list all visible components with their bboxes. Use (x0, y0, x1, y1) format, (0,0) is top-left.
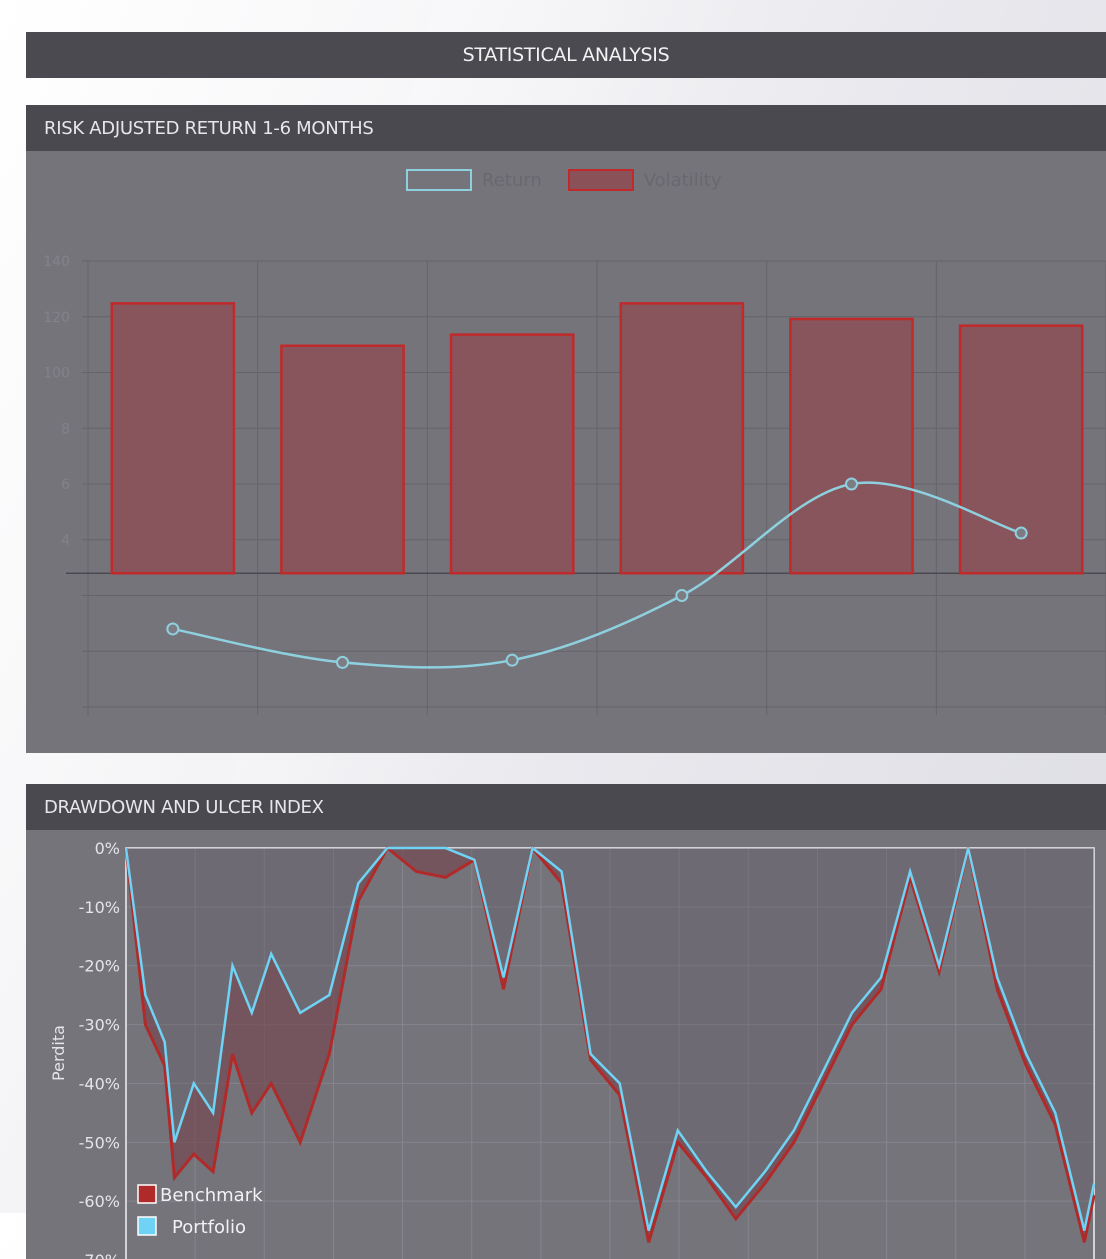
return-point (336, 655, 349, 669)
risk-y-tick-label: 4 (61, 533, 70, 549)
risk-return-panel-title: RISK ADJUSTED RETURN 1-6 MONTHS (44, 117, 374, 139)
drawdown-y-axis-title: Perdita (49, 1025, 68, 1081)
volatility-bar (619, 302, 745, 575)
legend-label-return: Return (482, 169, 542, 191)
page-title-bar: STATISTICAL ANALYSIS (26, 32, 1106, 78)
risk-return-chart: 140 120 100 8 6 4 (43, 254, 1106, 715)
drawdown-y-tick-label: -50% (79, 1133, 120, 1152)
legend-swatch-volatility[interactable] (567, 169, 634, 191)
drawdown-plot-border (125, 847, 1095, 1259)
legend-swatch-portfolio (137, 1216, 157, 1236)
drawdown-panel: DRAWDOWN AND ULCER INDEX 0% -10% -20% -30% -… (26, 784, 1106, 1259)
return-point (845, 477, 858, 491)
risk-y-tick-label: 8 (61, 421, 70, 437)
portfolio-line (124, 845, 1096, 1231)
risk-gridlines (82, 260, 1106, 715)
drawdown-area (126, 848, 1094, 1243)
return-point (675, 589, 689, 602)
drawdown-panel-title: DRAWDOWN AND ULCER INDEX (44, 796, 324, 818)
page-title: STATISTICAL ANALYSIS (462, 44, 670, 66)
return-line (172, 481, 1022, 669)
return-point (505, 653, 519, 667)
risk-y-tick-label: 120 (43, 310, 70, 326)
legend-swatch-benchmark (137, 1184, 157, 1204)
drawdown-gap-area (126, 848, 1094, 1243)
risk-y-tick-label: 6 (61, 477, 70, 493)
drawdown-y-tick-label: -20% (79, 957, 120, 976)
drawdown-y-tick-label: -70% (79, 1251, 120, 1259)
drawdown-chart: 0% -10% -20% -30% -40% -50% -60% -70% Perdita Ben… (49, 839, 1096, 1259)
benchmark-line (124, 844, 1096, 1243)
drawdown-y-tick-label: -60% (79, 1192, 120, 1211)
drawdown-y-tick-label: -40% (79, 1074, 120, 1093)
legend-label-benchmark: Benchmark (160, 1185, 263, 1206)
legend-label-volatility: Volatility (643, 169, 722, 191)
return-point (1014, 526, 1028, 540)
return-point (166, 622, 180, 636)
volatility-bar (789, 317, 914, 575)
legend-label-portfolio: Portfolio (172, 1217, 246, 1238)
volatility-bar (110, 302, 236, 575)
risk-y-tick-label: 140 (43, 254, 70, 270)
risk-return-panel-header: RISK ADJUSTED RETURN 1-6 MONTHS (26, 105, 1106, 151)
legend-swatch-return[interactable] (406, 169, 472, 191)
volatility-bar (280, 344, 405, 575)
volatility-bar (449, 333, 575, 575)
drawdown-panel-header: DRAWDOWN AND ULCER INDEX (26, 784, 1106, 830)
risk-y-tick-label: 100 (43, 366, 70, 382)
risk-return-legend: Return Volatility (406, 169, 721, 191)
drawdown-chart-area: 0% -10% -20% -30% -40% -50% -60% -70% Perdita Ben… (26, 830, 1106, 1259)
risk-return-panel: RISK ADJUSTED RETURN 1-6 MONTHS 140 120 10… (26, 105, 1106, 753)
risk-return-chart-area: 140 120 100 8 6 4 Return Volatility (26, 151, 1106, 753)
drawdown-y-tick-label: -30% (79, 1016, 120, 1035)
drawdown-legend: Benchmark Portfolio (137, 1184, 263, 1238)
drawdown-y-tick-label: 0% (95, 839, 120, 858)
drawdown-y-tick-label: -10% (79, 898, 120, 917)
